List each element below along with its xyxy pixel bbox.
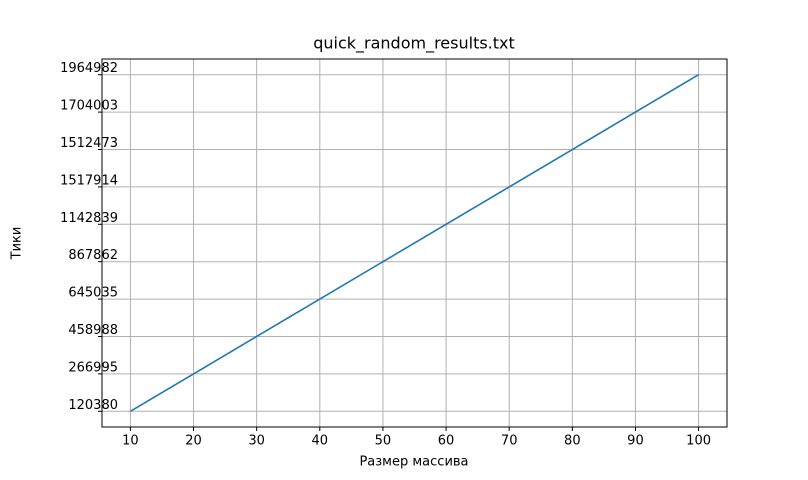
y-tick-label: 120380 (68, 398, 118, 413)
y-tick-label: 1142839 (60, 211, 118, 226)
y-tick-label: 645035 (68, 286, 118, 301)
x-tick-label: 20 (185, 434, 202, 449)
x-tick-label: 50 (375, 434, 392, 449)
x-tick-label: 70 (501, 434, 518, 449)
x-tick-label: 30 (248, 434, 265, 449)
y-tick-label: 266995 (68, 360, 118, 375)
x-axis-label: Размер массива (359, 455, 468, 470)
y-tick-label: 1512473 (60, 136, 118, 151)
y-tick-label: 867862 (68, 248, 118, 263)
x-tick-label: 60 (438, 434, 455, 449)
plot-frame (101, 58, 728, 428)
chart-title: quick_random_results.txt (313, 34, 515, 54)
x-tick-label: 10 (122, 434, 139, 449)
y-tick-label: 1704003 (60, 99, 118, 114)
x-tick-label: 40 (312, 434, 329, 449)
y-tick-label: 1964982 (60, 61, 118, 76)
line-series (130, 74, 699, 412)
x-tick-label: 100 (686, 434, 711, 449)
y-axis-label: Тики (10, 227, 25, 261)
y-tick-label: 1517914 (60, 173, 118, 188)
x-tick-label: 90 (627, 434, 644, 449)
y-tick-label: 458988 (68, 323, 118, 338)
x-tick-label: 80 (564, 434, 581, 449)
